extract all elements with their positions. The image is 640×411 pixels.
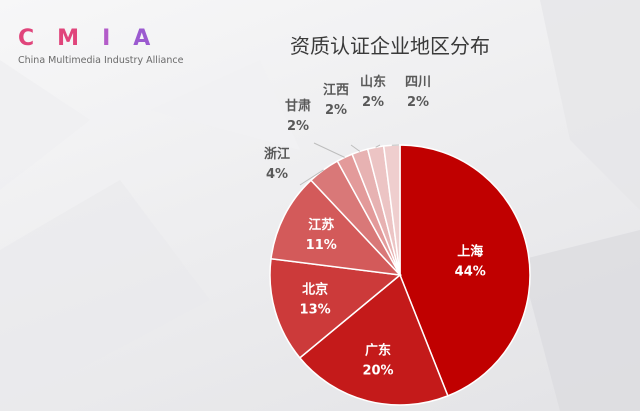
logo-letter: M [57,26,81,51]
slice-value-label: 2% [287,119,309,134]
leader-line [350,144,361,152]
slice-category-label: 山东 [360,74,386,90]
slice-category-label: 上海 [457,244,483,260]
slice-value-label: 11% [306,238,337,253]
slice-category-label: 江西 [323,82,349,98]
pie-slice-guangdong [298,273,449,406]
slice-value-label: 20% [362,364,393,379]
logo-subtitle: China Multimedia Industry Alliance [18,55,184,66]
slice-category-label: 北京 [302,282,328,298]
logo-letter: I [102,26,112,51]
slice-value-label: 2% [362,95,384,110]
slice-value-label: 13% [300,303,331,318]
slice-category-label: 浙江 [264,146,290,162]
cmia-logo: C M I A China Multimedia Industry Allian… [18,26,218,66]
slice-category-label: 甘肃 [285,98,311,114]
chart-title: 资质认证企业地区分布 [290,34,490,58]
pie-slice-jiangsu [270,179,402,277]
pie-slice-beijing [269,257,402,359]
logo-letter: C [18,26,36,51]
leader-line [299,169,324,186]
slice-value-label: 2% [325,103,347,118]
slice-category-label: 江苏 [308,217,334,233]
slice-category-label: 广东 [365,343,391,359]
pie-slice-shanghai [399,144,531,397]
slice-value-label: 44% [455,265,486,280]
slice-value-label: 4% [266,167,288,182]
leader-line [313,142,345,158]
logo-letter: A [133,26,152,51]
logo-letters: C M I A [18,26,218,51]
slice-category-label: 四川 [405,75,431,90]
slice-value-label: 2% [407,95,429,110]
leader-line [375,144,381,148]
